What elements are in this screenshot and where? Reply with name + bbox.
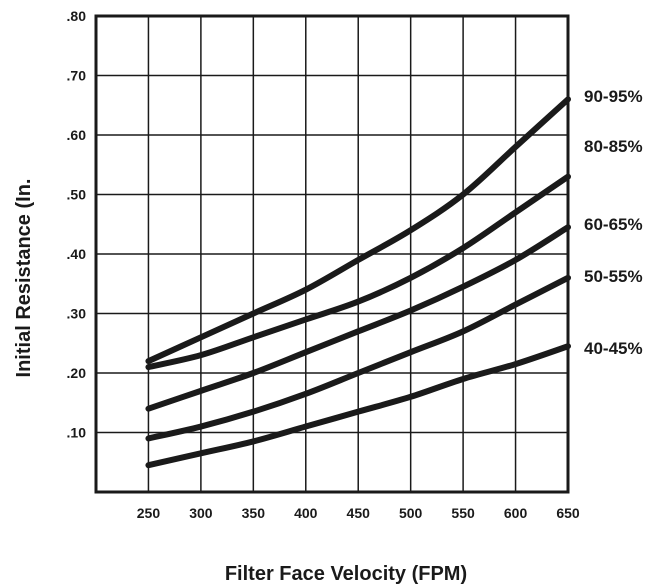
y-tick-label-.80: .80	[67, 8, 87, 24]
x-tick-label-600: 600	[504, 505, 528, 521]
series-line-40-45%	[145, 343, 571, 469]
series-label-90-95%: 90-95%	[584, 87, 643, 106]
series-label-40-45%: 40-45%	[584, 339, 643, 358]
x-tick-label-350: 350	[242, 505, 266, 521]
x-tick-label-250: 250	[137, 505, 161, 521]
series-line-80-85%	[145, 173, 571, 371]
series-labels: 90-95% 80-85% 60-65% 50-55% 40-45%	[584, 87, 643, 358]
plot-frame	[94, 14, 570, 494]
y-axis-label: Initial Resistance (In.	[13, 179, 35, 378]
series-label-50-55%: 50-55%	[584, 267, 643, 286]
x-tick-label-450: 450	[347, 505, 371, 521]
x-tick-label-550: 550	[451, 505, 475, 521]
series-line-60-65%	[145, 224, 571, 412]
x-axis-label: Filter Face Velocity (FPM)	[225, 563, 467, 585]
y-tick-label-.70: .70	[67, 68, 87, 84]
x-tick-label-500: 500	[399, 505, 423, 521]
series-line-90-95%	[145, 96, 571, 365]
x-tick-label-400: 400	[294, 505, 318, 521]
series-label-80-85%: 80-85%	[584, 137, 643, 156]
y-tick-label-.20: .20	[67, 365, 87, 381]
y-tick-labels: .10 .20 .30 .40 .50 .60 .70 .80	[67, 8, 87, 441]
series-line-50-55%	[145, 274, 571, 442]
y-tick-label-.60: .60	[67, 127, 87, 143]
y-tick-label-.30: .30	[67, 306, 87, 322]
y-tick-label-.40: .40	[67, 246, 87, 262]
x-tick-labels: 250 300 350 400 450 500 550 600 650	[137, 505, 580, 521]
series-label-60-65%: 60-65%	[584, 215, 643, 234]
y-tick-label-.50: .50	[67, 187, 87, 203]
x-tick-label-650: 650	[556, 505, 580, 521]
series-lines	[145, 96, 571, 469]
x-tick-label-300: 300	[189, 505, 213, 521]
y-tick-label-.10: .10	[67, 425, 87, 441]
